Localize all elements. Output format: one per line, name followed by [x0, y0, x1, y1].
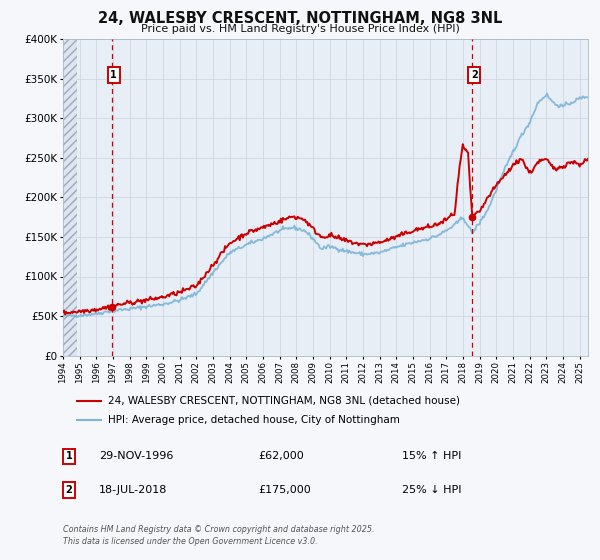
Text: Price paid vs. HM Land Registry's House Price Index (HPI): Price paid vs. HM Land Registry's House …	[140, 24, 460, 34]
Text: 18-JUL-2018: 18-JUL-2018	[99, 485, 167, 495]
Text: HPI: Average price, detached house, City of Nottingham: HPI: Average price, detached house, City…	[107, 415, 400, 425]
Text: 15% ↑ HPI: 15% ↑ HPI	[402, 451, 461, 461]
Text: 24, WALESBY CRESCENT, NOTTINGHAM, NG8 3NL: 24, WALESBY CRESCENT, NOTTINGHAM, NG8 3N…	[98, 11, 502, 26]
Text: 1: 1	[65, 451, 73, 461]
Text: 2: 2	[471, 70, 478, 80]
Text: £175,000: £175,000	[258, 485, 311, 495]
Text: 1: 1	[110, 70, 117, 80]
Text: 2: 2	[65, 485, 73, 495]
Bar	[63, 39, 77, 356]
Text: Contains HM Land Registry data © Crown copyright and database right 2025.
This d: Contains HM Land Registry data © Crown c…	[63, 525, 374, 546]
Text: 25% ↓ HPI: 25% ↓ HPI	[402, 485, 461, 495]
Text: £62,000: £62,000	[258, 451, 304, 461]
Text: 24, WALESBY CRESCENT, NOTTINGHAM, NG8 3NL (detached house): 24, WALESBY CRESCENT, NOTTINGHAM, NG8 3N…	[107, 395, 460, 405]
Text: 29-NOV-1996: 29-NOV-1996	[99, 451, 173, 461]
